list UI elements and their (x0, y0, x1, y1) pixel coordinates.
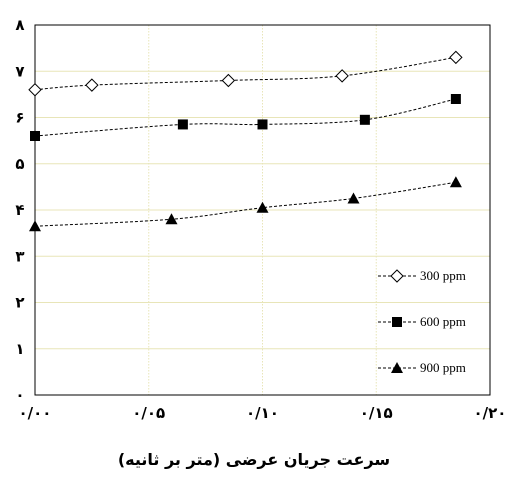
data-point-series-1 (85, 78, 99, 92)
y-axis-ticks: ۰ ۱ ۲ ۳ ۴ ۵ ۶ ۷ ۸ (15, 16, 24, 404)
x-tick-label: ۰/۲۰ (474, 404, 507, 422)
legend-label: 600 ppm (420, 314, 466, 329)
legend-marker (391, 362, 403, 373)
data-point-series-2 (359, 114, 370, 125)
legend-marker (390, 269, 404, 283)
y-tick-label: ۰ (15, 386, 24, 404)
y-tick-label: ۸ (15, 16, 24, 34)
data-point-series-2 (257, 119, 268, 130)
x-axis-ticks: ۰/۰۰ ۰/۰۵ ۰/۱۰ ۰/۱۵ ۰/۲۰ (19, 404, 507, 422)
y-tick-label: ۵ (15, 155, 24, 173)
legend-marker (392, 317, 402, 327)
series-layer (28, 50, 463, 232)
data-point-series-2 (177, 119, 188, 130)
data-point-series-3 (449, 176, 462, 188)
data-point-series-2 (30, 131, 40, 141)
x-tick-label: ۰/۰۵ (132, 404, 165, 422)
x-tick-label: ۰/۱۰ (246, 404, 279, 422)
legend-label: 300 ppm (420, 268, 466, 283)
y-tick-label: ۴ (15, 201, 24, 219)
legend: 300 ppm 600 ppm 900 ppm (378, 268, 466, 375)
data-point-series-1 (28, 83, 42, 97)
data-point-series-1 (221, 73, 236, 88)
data-point-series-1 (335, 69, 349, 83)
y-tick-label: ۳ (15, 247, 24, 265)
y-tick-label: ۱ (15, 340, 24, 358)
plot-area (34, 24, 491, 396)
legend-label: 900 ppm (420, 360, 466, 375)
y-tick-label: ۷ (15, 62, 24, 80)
data-point-series-3 (165, 213, 178, 225)
data-point-series-3 (347, 192, 360, 204)
data-point-series-3 (256, 201, 269, 213)
data-point-series-2 (450, 94, 461, 104)
grid-lines (35, 25, 490, 395)
x-axis-title: سرعت جریان عرضی (متر بر ثانیه) (117, 450, 391, 469)
x-tick-label: ۰/۱۵ (360, 404, 393, 422)
data-point-series-3 (29, 220, 41, 232)
data-point-series-1 (449, 50, 463, 65)
series-line-3 (34, 181, 456, 227)
y-tick-label: ۶ (15, 109, 24, 127)
x-tick-label: ۰/۰۰ (19, 404, 52, 422)
series-line-1 (34, 56, 456, 91)
y-tick-label: ۲ (15, 294, 24, 312)
